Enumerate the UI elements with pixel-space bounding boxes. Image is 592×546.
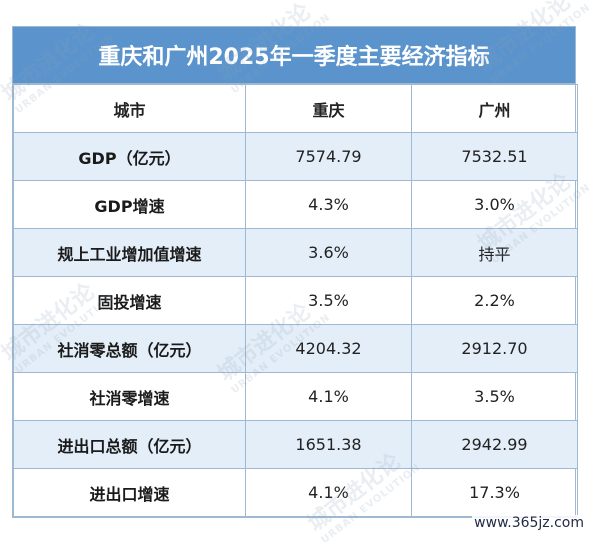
guangzhou-value: 持平 bbox=[411, 228, 578, 277]
chongqing-value: 4204.32 bbox=[245, 324, 412, 373]
guangzhou-value: 3.0% bbox=[411, 180, 578, 229]
chongqing-value: 4.3% bbox=[245, 180, 412, 229]
guangzhou-value: 2.2% bbox=[411, 276, 578, 325]
row-label: 社消零总额（亿元） bbox=[13, 324, 246, 373]
table-row: GDP（亿元） 7574.79 7532.51 bbox=[13, 132, 578, 181]
table-row: 固投增速 3.5% 2.2% bbox=[13, 276, 578, 325]
chongqing-value: 3.5% bbox=[245, 276, 412, 325]
guangzhou-value: 17.3% bbox=[411, 468, 578, 517]
indicator-table: 城市 重庆 广州 GDP（亿元） 7574.79 7532.51 GDP增速 4… bbox=[13, 84, 578, 517]
chongqing-value: 7574.79 bbox=[245, 132, 412, 181]
guangzhou-value: 2942.99 bbox=[411, 420, 578, 469]
table-row: 社消零总额（亿元） 4204.32 2912.70 bbox=[13, 324, 578, 373]
chongqing-value: 3.6% bbox=[245, 228, 412, 277]
header-chongqing: 重庆 bbox=[245, 84, 412, 133]
indicator-table-frame: 重庆和广州2025年一季度主要经济指标 城市 重庆 广州 GDP（亿元） 757… bbox=[12, 26, 578, 518]
table-row: 进出口增速 4.1% 17.3% bbox=[13, 468, 578, 517]
header-city: 城市 bbox=[13, 84, 246, 133]
chongqing-value: 4.1% bbox=[245, 468, 412, 517]
table-row: 进出口总额（亿元） 1651.38 2942.99 bbox=[13, 420, 578, 469]
table-row: 社消零增速 4.1% 3.5% bbox=[13, 372, 578, 421]
table-row: GDP增速 4.3% 3.0% bbox=[13, 180, 578, 229]
chongqing-value: 4.1% bbox=[245, 372, 412, 421]
chongqing-value: 1651.38 bbox=[245, 420, 412, 469]
guangzhou-value: 3.5% bbox=[411, 372, 578, 421]
header-guangzhou: 广州 bbox=[411, 84, 578, 133]
row-label: 进出口增速 bbox=[13, 468, 246, 517]
guangzhou-value: 7532.51 bbox=[411, 132, 578, 181]
row-label: GDP增速 bbox=[13, 180, 246, 229]
row-label: 社消零增速 bbox=[13, 372, 246, 421]
table-title: 重庆和广州2025年一季度主要经济指标 bbox=[13, 27, 575, 84]
guangzhou-value: 2912.70 bbox=[411, 324, 578, 373]
row-label: GDP（亿元） bbox=[13, 132, 246, 181]
row-label: 进出口总额（亿元） bbox=[13, 420, 246, 469]
site-watermark: www.365jz.com bbox=[472, 515, 586, 531]
row-label: 固投增速 bbox=[13, 276, 246, 325]
table-header-row: 城市 重庆 广州 bbox=[13, 84, 578, 133]
table-row: 规上工业增加值增速 3.6% 持平 bbox=[13, 228, 578, 277]
row-label: 规上工业增加值增速 bbox=[13, 228, 246, 277]
